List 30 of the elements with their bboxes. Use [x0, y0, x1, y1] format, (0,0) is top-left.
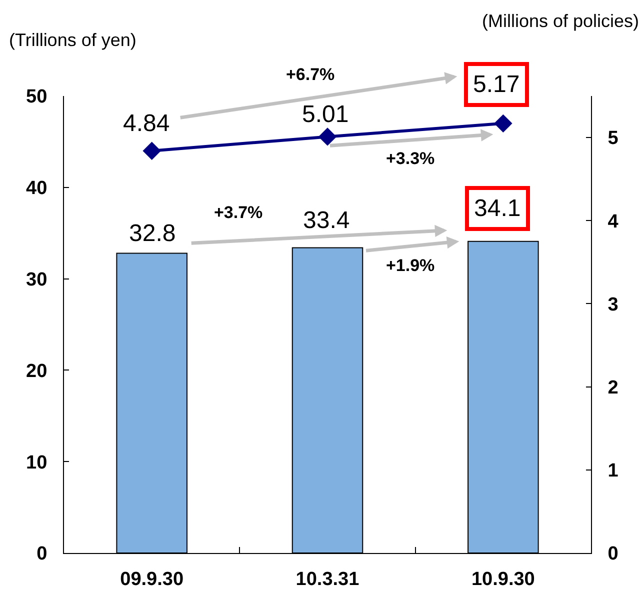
text: +6.7% — [286, 65, 335, 84]
y2-tick-label: 2 — [608, 377, 618, 398]
data-label: 5.01 — [302, 101, 349, 128]
point — [142, 142, 161, 160]
y-axis-title: (Trillions of yen) — [9, 30, 136, 50]
annotation: +3.7% — [214, 203, 263, 222]
point — [318, 128, 337, 146]
data-label: 4.84 — [123, 110, 170, 137]
y2-tick-label: 3 — [608, 294, 618, 316]
x-tick-label: 10.3.31 — [296, 568, 360, 590]
y2-axis-title: (Millions of policies) — [482, 11, 640, 31]
y-tick-label: 30 — [26, 269, 48, 290]
y-tick-label: 50 — [26, 86, 48, 108]
data-label: 32.8 — [129, 220, 176, 247]
data-label: 34.1 — [474, 195, 521, 222]
y2-tick-label: 1 — [608, 460, 619, 482]
y-tick-label: 10 — [26, 452, 48, 474]
y-tick-label: 0 — [36, 544, 48, 565]
y-tick-label: 40 — [26, 178, 48, 200]
y2-tick-label: 0 — [608, 544, 618, 565]
y2-tick-label: 4 — [608, 211, 619, 232]
point — [494, 114, 512, 133]
y2-tick-label: 5 — [608, 128, 619, 150]
annotation: +3.3% — [386, 149, 435, 168]
data-label: 33.4 — [303, 207, 350, 234]
annotation: +1.9% — [386, 256, 435, 275]
x-tick-label: 10.9.30 — [471, 568, 535, 590]
data-label: 5.17 — [473, 71, 520, 98]
x-tick-label: 09.9.30 — [120, 568, 184, 590]
y-tick-label: 20 — [26, 360, 48, 382]
